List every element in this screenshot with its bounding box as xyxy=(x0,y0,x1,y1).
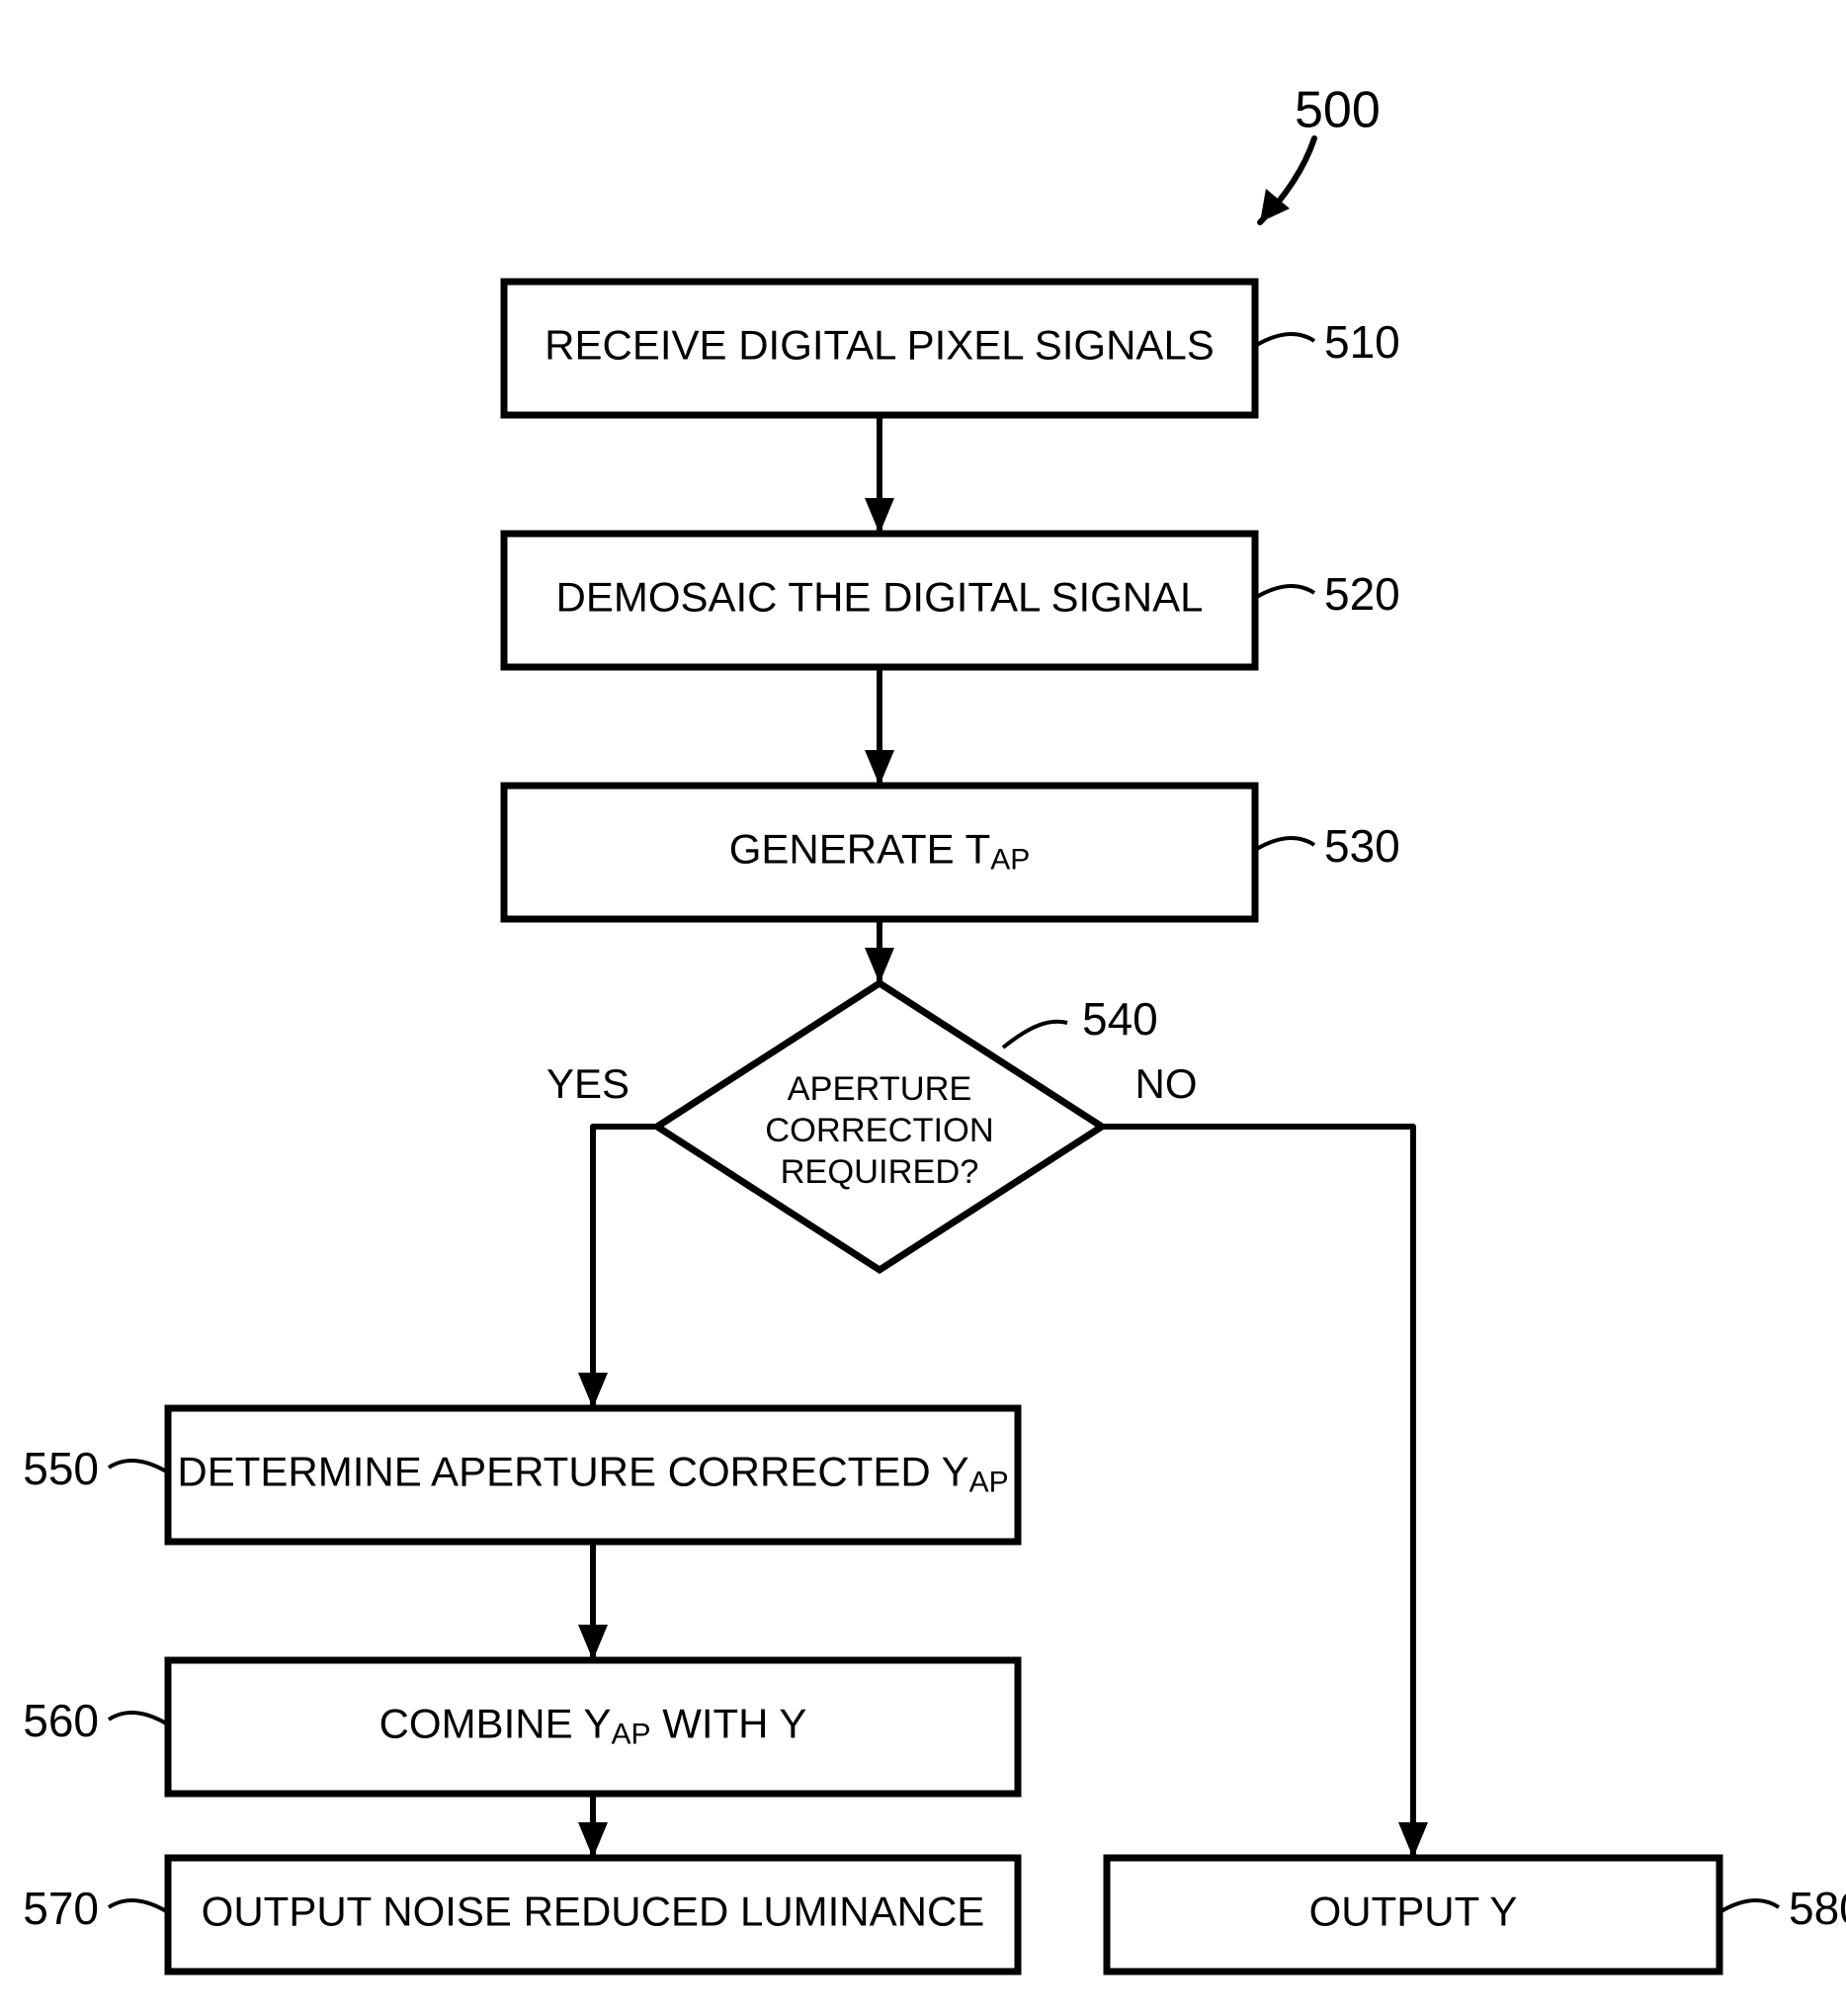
ref-label: 570 xyxy=(23,1883,99,1934)
svg-text:COMBINE YAP WITH Y: COMBINE YAP WITH Y xyxy=(379,1701,807,1751)
svg-text:GENERATE TAP: GENERATE TAP xyxy=(729,826,1031,877)
svg-text:OUTPUT Y: OUTPUT Y xyxy=(1309,1889,1518,1935)
svg-text:CORRECTION: CORRECTION xyxy=(765,1112,993,1149)
svg-text:YES: YES xyxy=(546,1060,629,1107)
svg-text:DETERMINE APERTURE CORRECTED Y: DETERMINE APERTURE CORRECTED YAP xyxy=(177,1449,1008,1499)
figure-number: 500 xyxy=(1295,82,1381,139)
svg-text:RECEIVE DIGITAL PIXEL SIGNALS: RECEIVE DIGITAL PIXEL SIGNALS xyxy=(545,322,1215,369)
svg-text:APERTURE: APERTURE xyxy=(788,1070,972,1108)
ref-label: 550 xyxy=(23,1443,99,1494)
svg-text:DEMOSAIC THE DIGITAL SIGNAL: DEMOSAIC THE DIGITAL SIGNAL xyxy=(555,574,1203,621)
svg-text:REQUIRED?: REQUIRED? xyxy=(781,1153,979,1191)
ref-label: 510 xyxy=(1324,316,1400,368)
svg-text:OUTPUT NOISE REDUCED LUMINANCE: OUTPUT NOISE REDUCED LUMINANCE xyxy=(202,1889,985,1935)
ref-label: 580 xyxy=(1789,1883,1846,1934)
ref-label: 520 xyxy=(1324,568,1400,620)
svg-text:NO: NO xyxy=(1135,1060,1198,1107)
ref-label: 560 xyxy=(23,1695,99,1746)
ref-label: 540 xyxy=(1082,993,1158,1045)
ref-label: 530 xyxy=(1324,820,1400,872)
